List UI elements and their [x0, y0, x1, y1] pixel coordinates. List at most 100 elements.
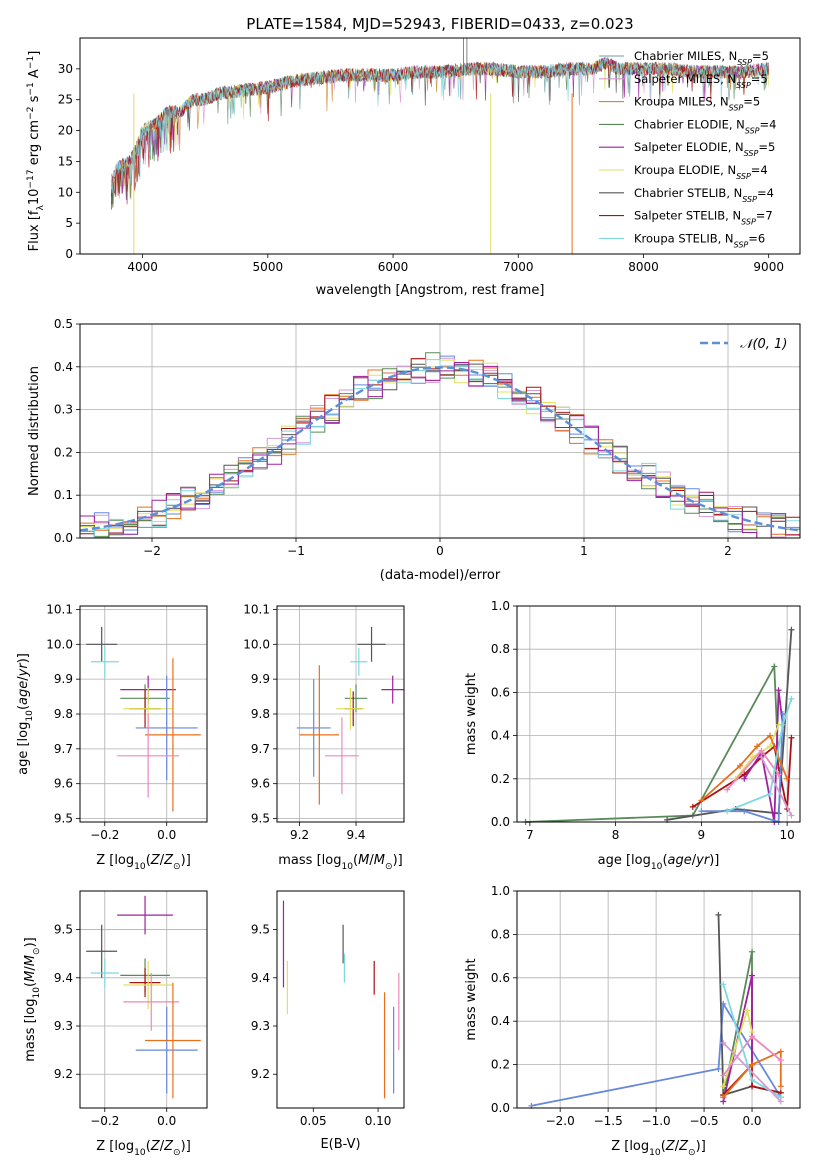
legend-entry: Salpeter MILES, NSSP=5: [634, 72, 768, 90]
errorbar-point: [145, 982, 201, 1099]
y-tick-label: 0.2: [491, 1058, 510, 1072]
histogram-salpeter-elodie: [79, 362, 801, 539]
x-tick-label: 4000: [127, 260, 158, 274]
y-tick-label: 0.0: [491, 815, 510, 829]
weight-series: [734, 724, 780, 780]
y-tick-label: 25: [58, 93, 73, 107]
panel-spectrum: 4000 5000 6000 7000 8000 9000 0 5 10 15 20 25 30 wave…: [26, 37, 801, 298]
errorbars: [296, 626, 404, 805]
y-tick-label: 0.4: [491, 1014, 510, 1028]
weight-marker: [766, 790, 773, 797]
x-tick-label: −0.2: [90, 828, 119, 842]
weight-marker: [788, 695, 795, 702]
errorbar-point: [324, 717, 359, 795]
weight-marker: [779, 721, 786, 728]
spectrum-legend: Chabrier MILES, NSSP=5 Salpeter MILES, NS…: [599, 49, 776, 249]
legend-entry: Kroupa ELODIE, NSSP=4: [634, 163, 768, 181]
errorbars: [282, 900, 400, 1099]
spectrum-lines: [110, 38, 770, 254]
weight-marker: [771, 663, 778, 670]
legend-entry: Chabrier MILES, NSSP=5: [634, 49, 769, 67]
panel-massweight_vs_age: 7 8 9 10 0.0 0.2 0.4 0.6 0.8 1.0 mass weight age [l…: [464, 599, 801, 872]
y-tick-label: 0.4: [54, 360, 73, 374]
weight-marker: [777, 1098, 784, 1105]
weight-series: [760, 756, 793, 816]
axis-label: Z [log10(Z/Z⊙)]: [96, 853, 191, 872]
legend-entry: Kroupa STELIB, NSSP=6: [634, 231, 765, 249]
y-tick-label: 9.5: [251, 812, 270, 826]
x-tick-label: −0.2: [90, 1114, 119, 1128]
y-tick-label: 0.4: [491, 729, 510, 743]
errorbar-point: [90, 958, 119, 988]
y-tick-label: 0: [65, 247, 73, 261]
legend-entry: 𝒩(0, 1): [740, 337, 787, 352]
weight-series: [726, 698, 793, 813]
x-tick-label: 7: [526, 828, 534, 842]
x-tick-label: −2.0: [546, 1114, 575, 1128]
x-tick-label: 9000: [753, 260, 784, 274]
errorbar-point: [357, 626, 386, 662]
weight-marker: [749, 1061, 756, 1068]
x-tick-label: 0.0: [742, 1114, 761, 1128]
weight-series: [701, 713, 784, 824]
y-tick-label: 9.7: [251, 742, 270, 756]
weight-marker: [754, 743, 761, 750]
y-tick-label: 9.8: [251, 707, 270, 721]
weight-marker: [720, 1039, 727, 1046]
y-tick-label: 10.1: [46, 602, 73, 616]
y-tick-label: 0.6: [491, 971, 510, 985]
x-tick-label: 10: [779, 828, 794, 842]
errorbars: [86, 895, 201, 1099]
y-tick-label: 0.5: [54, 317, 73, 331]
y-tick-label: 9.9: [54, 672, 73, 686]
errorbar-point: [135, 675, 198, 781]
x-tick-label: 9: [698, 828, 706, 842]
panel-age_vs_mass: 9.2 9.4 9.5 9.6 9.7 9.8 9.9 10.0 10.1 mass [log10…: [243, 602, 405, 872]
weight-marker: [715, 911, 722, 918]
y-tick-label: 9.7: [54, 742, 73, 756]
errorbar-point: [117, 714, 180, 798]
weight-marker: [720, 981, 727, 988]
y-tick-label: 0.8: [491, 927, 510, 941]
weight-marker: [788, 812, 795, 819]
histogram-legend: 𝒩(0, 1): [700, 337, 787, 352]
weight-marker: [720, 1083, 727, 1090]
y-axis-label: mass weight: [464, 958, 479, 1040]
weight-marker: [788, 734, 795, 741]
x-tick-label: 9.2: [290, 828, 309, 842]
y-tick-label: 30: [58, 62, 73, 76]
x-tick-label: −0.5: [689, 1114, 718, 1128]
y-tick-label: 15: [58, 154, 73, 168]
errorbar-point: [336, 687, 365, 730]
legend-entry: Chabrier STELIB, NSSP=4: [634, 186, 774, 204]
legend-entry: Kroupa MILES, NSSP=5: [634, 95, 760, 113]
errorbar-point: [129, 968, 161, 998]
weight-marker: [777, 1057, 784, 1064]
axes-frame: [79, 890, 208, 1109]
axes-frame: [516, 890, 801, 1109]
weight-marker: [758, 754, 765, 761]
weight-marker: [779, 711, 786, 717]
legend-entry: Salpeter STELIB, NSSP=7: [634, 209, 773, 227]
normal-curve: [79, 366, 801, 532]
y-tick-label: 0.2: [54, 445, 73, 459]
errorbar-point: [299, 665, 340, 805]
x-tick-label: −1.5: [594, 1114, 623, 1128]
weight-marker: [749, 1033, 756, 1040]
weight-marker: [724, 808, 731, 815]
x-tick-label: −2: [143, 544, 161, 558]
weight-marker: [698, 808, 705, 815]
errorbar-point: [123, 960, 173, 1010]
x-tick-label: 7000: [503, 260, 534, 274]
y-tick-label: 0.0: [491, 1101, 510, 1115]
y-tick-label: 9.4: [54, 971, 73, 985]
y-tick-label: 0.6: [491, 685, 510, 699]
y-tick-label: 0.0: [54, 531, 73, 545]
weight-marker: [749, 948, 756, 955]
weight-marker: [724, 786, 731, 793]
weight-marker: [788, 626, 795, 633]
y-tick-label: 9.8: [54, 707, 73, 721]
errorbars: [86, 626, 201, 812]
y-tick-label: 9.5: [54, 812, 73, 826]
x-tick-label: 5000: [253, 260, 284, 274]
